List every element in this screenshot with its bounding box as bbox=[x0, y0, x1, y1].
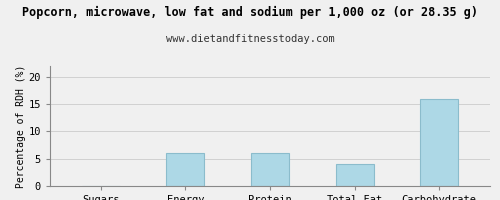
Text: Popcorn, microwave, low fat and sodium per 1,000 oz (or 28.35 g): Popcorn, microwave, low fat and sodium p… bbox=[22, 6, 478, 19]
Text: www.dietandfitnesstoday.com: www.dietandfitnesstoday.com bbox=[166, 34, 334, 44]
Bar bbox=[166, 153, 204, 186]
Bar bbox=[251, 153, 289, 186]
Y-axis label: Percentage of RDH (%): Percentage of RDH (%) bbox=[16, 64, 26, 188]
Bar bbox=[420, 99, 459, 186]
Bar bbox=[336, 164, 374, 186]
